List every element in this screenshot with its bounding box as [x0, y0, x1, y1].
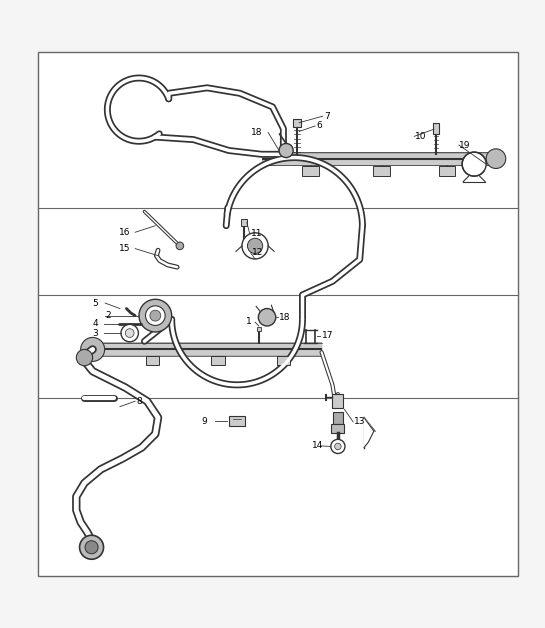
Circle shape: [139, 300, 172, 332]
Text: 19: 19: [459, 141, 471, 149]
Circle shape: [76, 349, 93, 365]
Circle shape: [462, 152, 486, 176]
Bar: [333, 411, 343, 423]
Bar: [146, 356, 159, 365]
Text: 14: 14: [312, 441, 323, 450]
Bar: [293, 119, 301, 126]
Circle shape: [331, 440, 345, 453]
Polygon shape: [364, 418, 374, 448]
Text: 3: 3: [93, 328, 99, 338]
Circle shape: [176, 242, 184, 250]
Bar: [38, 52, 518, 576]
Circle shape: [247, 238, 263, 254]
Text: 9: 9: [202, 417, 208, 426]
Text: 13: 13: [354, 418, 366, 426]
Text: 11: 11: [251, 229, 262, 238]
Text: 6: 6: [316, 121, 322, 131]
Circle shape: [80, 535, 104, 560]
Bar: [331, 424, 344, 433]
Text: 18: 18: [251, 128, 262, 137]
Circle shape: [486, 149, 506, 168]
Circle shape: [125, 328, 134, 337]
Circle shape: [258, 308, 276, 326]
Text: 4: 4: [93, 319, 98, 328]
Circle shape: [279, 143, 293, 158]
Circle shape: [85, 541, 98, 554]
Circle shape: [242, 233, 268, 259]
Bar: [302, 166, 319, 176]
Bar: [241, 219, 247, 226]
Text: 16: 16: [119, 228, 130, 237]
Text: 7: 7: [324, 112, 330, 121]
Bar: [277, 356, 290, 365]
Circle shape: [81, 337, 105, 362]
Bar: [257, 327, 261, 331]
Bar: [433, 122, 439, 134]
Text: 1: 1: [246, 317, 252, 326]
Circle shape: [146, 306, 165, 325]
Bar: [373, 166, 390, 176]
Text: 8: 8: [136, 397, 142, 406]
Bar: [439, 166, 455, 176]
Text: 10: 10: [415, 132, 427, 141]
Text: 12: 12: [252, 249, 263, 257]
Bar: [332, 394, 343, 408]
Text: 17: 17: [322, 332, 333, 340]
Text: 18: 18: [279, 313, 290, 322]
Text: 15: 15: [119, 244, 130, 253]
Circle shape: [121, 324, 138, 342]
Circle shape: [335, 443, 341, 450]
Circle shape: [150, 310, 161, 321]
Text: 5: 5: [93, 298, 99, 308]
Bar: [229, 416, 245, 426]
Text: 2: 2: [106, 311, 111, 320]
Bar: [211, 356, 225, 365]
